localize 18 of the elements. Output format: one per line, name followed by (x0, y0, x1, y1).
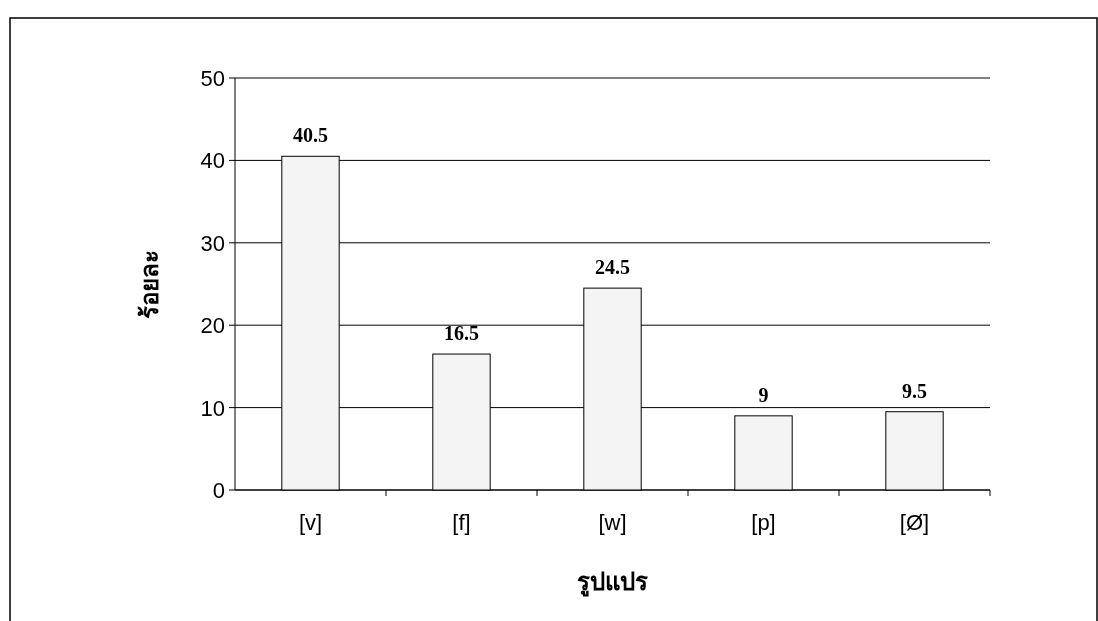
data-label: 9 (758, 383, 769, 406)
y-tick-label: 10 (200, 395, 225, 421)
y-tick-label: 20 (200, 313, 225, 339)
x-tick-label: [p] (751, 510, 776, 535)
y-tick-label: 50 (200, 66, 225, 91)
x-tick-label: [f] (452, 510, 471, 535)
data-label: 16.5 (444, 322, 479, 345)
data-label: 9.5 (902, 379, 927, 402)
y-axis-title: ร้อยละ (136, 249, 164, 319)
x-tick-label: [w] (598, 510, 627, 535)
data-label: 40.5 (293, 124, 328, 147)
y-tick-label: 30 (200, 230, 225, 256)
y-tick-label: 0 (212, 478, 225, 503)
y-tick-label: 40 (200, 148, 225, 174)
x-tick-label: [Ø] (899, 510, 930, 535)
x-tick-label: [v] (298, 510, 323, 535)
data-label: 24.5 (595, 256, 630, 279)
x-axis-title: รูปแปร (577, 568, 648, 597)
